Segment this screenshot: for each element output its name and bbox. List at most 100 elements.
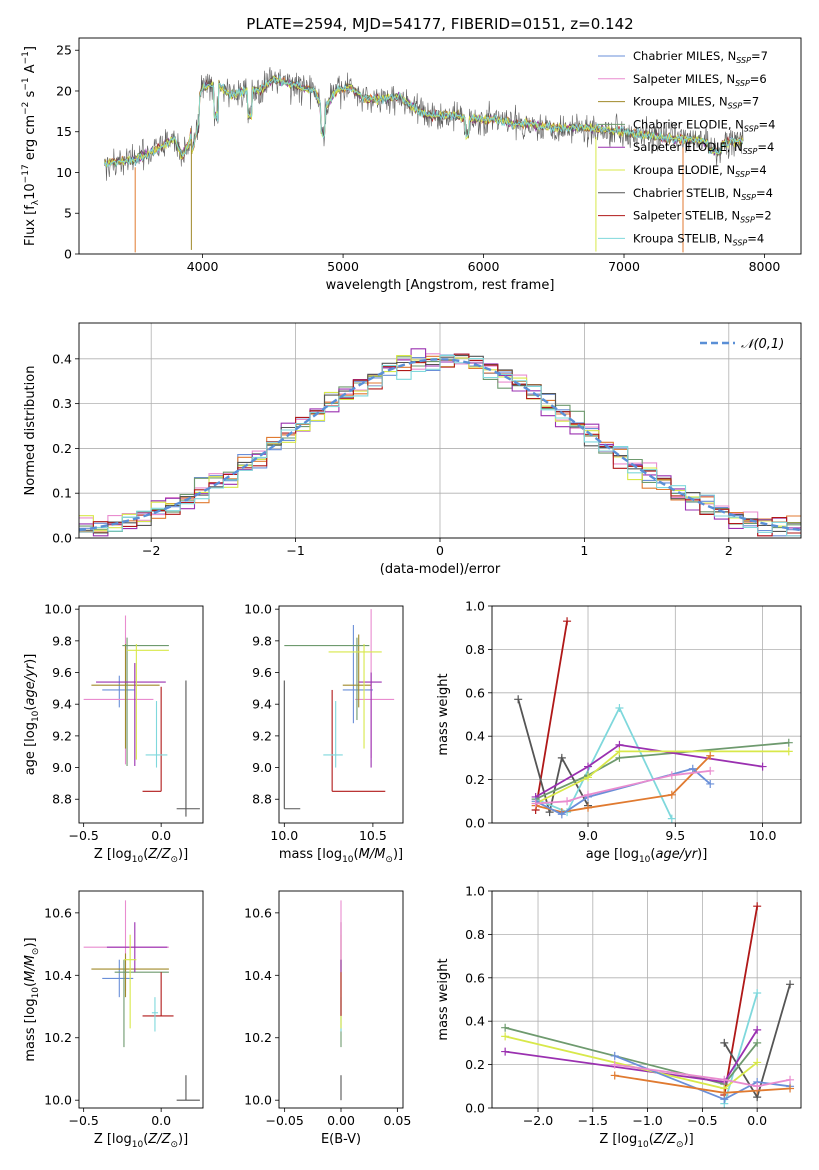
weight-marker (610, 1060, 619, 1069)
label-part: 10 (637, 1140, 649, 1150)
x-tick-label: 10.0 (270, 828, 298, 843)
x-axis-label: wavelength [Angstrom, rest frame] (326, 278, 555, 293)
y-tick-label: 0.8 (465, 927, 485, 942)
y-axis-label: Flux [fλ10−17 erg cm−2 s−1 A−1] (21, 46, 41, 246)
axes-frame (78, 890, 204, 1109)
age_vs_mass-panel: 10.0 10.5 8.8 9.0 9.2 9.4 9.6 9.8 10.0 mass [log1… (244, 602, 404, 865)
y-tick-label: 15 (56, 124, 72, 139)
y-tick-label: 9.8 (52, 633, 72, 648)
label-part: ( (354, 847, 359, 862)
x-axis-label: Z [log10(Z/Z⊙)] (599, 1132, 693, 1150)
label-part: Chabrier STELIB, N (633, 186, 741, 200)
label-part: SSP (741, 193, 756, 202)
weight-marker (667, 814, 676, 823)
y-tick-label: 9.6 (52, 665, 72, 680)
label-part: M/M (23, 955, 38, 982)
label-part: s (23, 90, 38, 101)
y-tick-label: 0.4 (52, 351, 72, 366)
label-part: ⊙ (385, 855, 393, 865)
y-tick-label: 10.4 (244, 968, 272, 983)
label-part: age [log (23, 722, 38, 775)
x-tick-label: −1.0 (632, 1113, 662, 1128)
weight-marker (753, 1025, 762, 1034)
weight-line-salpeter_stelib (723, 906, 759, 1096)
x-tick-label: −0.5 (68, 1113, 98, 1128)
y-tick-label: 9.4 (52, 697, 72, 712)
y-tick-label: 8.8 (52, 792, 72, 807)
weight-line-chabrier_miles (614, 1055, 791, 1101)
label-part: Kroupa MILES, N (633, 95, 728, 109)
y-tick-label: 0.8 (465, 642, 485, 657)
y-tick-label: 0.0 (465, 816, 485, 831)
label-part: 10 (639, 855, 651, 865)
x-tick-label: 0.00 (327, 1113, 355, 1128)
label-part: 10 (132, 855, 144, 865)
label-part: SSP (735, 170, 750, 179)
y-axis-label: Normed distribution (23, 366, 38, 496)
label-part: Salpeter ELODIE, N (633, 140, 743, 154)
y-tick-label: 9.0 (52, 760, 72, 775)
y-tick-label: 9.2 (252, 728, 272, 743)
label-part: SSP (736, 56, 751, 65)
label-part: SSP (733, 238, 748, 247)
label-part: )] (23, 937, 38, 947)
weight-marker (531, 799, 540, 808)
y-tick-label: 10.0 (44, 602, 72, 617)
x-tick-label: −1 (286, 543, 304, 558)
y-tick-label: 0.2 (465, 772, 485, 787)
weight-marker (758, 762, 767, 771)
weight-marker (753, 1058, 762, 1067)
x-tick-label: −0.5 (68, 828, 98, 843)
label-part: ⊙ (170, 1140, 178, 1150)
weight-marker (720, 1038, 729, 1047)
x-tick-label: −2.0 (523, 1113, 553, 1128)
x-tick-label: 9.5 (665, 828, 685, 843)
weight-marker (784, 747, 793, 756)
weight-marker (584, 790, 593, 799)
label-part: =4 (759, 117, 776, 131)
label-part: ⊙ (170, 855, 178, 865)
weight-marker (610, 1071, 619, 1080)
label-part: Salpeter MILES, N (633, 72, 735, 86)
x-axis-label: (data-model)/error (380, 562, 501, 577)
label-part: SSP (744, 124, 759, 133)
weight-marker (753, 988, 762, 997)
label-part: −1 (21, 77, 31, 90)
label-part: ( (23, 982, 38, 987)
x-tick-label: 7000 (608, 259, 640, 274)
y-tick-label: 9.6 (252, 665, 272, 680)
y-tick-label: 20 (56, 83, 72, 98)
weight-marker (786, 980, 795, 989)
legend-label: Salpeter STELIB, NSSP=2 (633, 209, 772, 225)
legend-label: Kroupa STELIB, NSSP=4 (633, 231, 764, 247)
axes-frame (78, 605, 204, 824)
y-axis-label: mass weight (436, 958, 451, 1040)
y-tick-label: 10.2 (244, 1030, 272, 1045)
label-part: erg cm (23, 115, 38, 164)
weight-marker (786, 1075, 795, 1084)
weight-marker (706, 751, 715, 760)
axes-frame (491, 890, 802, 1109)
y-tick-label: 0.3 (52, 396, 72, 411)
y-tick-label: 10.0 (44, 1093, 72, 1108)
weight-marker (753, 1082, 762, 1091)
x-tick-label: −0.05 (265, 1113, 303, 1128)
label-part: 10 (31, 710, 41, 722)
legend-label: Salpeter ELODIE, NSSP=4 (633, 140, 774, 156)
y-tick-label: 9.8 (252, 633, 272, 648)
weight-marker (514, 695, 523, 704)
weight-marker (753, 1038, 762, 1047)
label-part: Flux [f (23, 205, 38, 246)
weight_vs_age-panel: 9.0 9.5 10.0 0.0 0.2 0.4 0.6 0.8 1.0 age [log10(a… (436, 599, 802, 865)
weight-marker (706, 779, 715, 788)
legend-label: Salpeter MILES, NSSP=6 (633, 72, 767, 88)
y-tick-label: 25 (56, 43, 72, 58)
label-part: λ (31, 199, 41, 205)
spectrum-line-kroupa_stelib (103, 74, 743, 168)
y-tick-label: 10 (56, 165, 72, 180)
label-part: Salpeter STELIB, N (633, 209, 740, 223)
x-tick-label: 2 (725, 543, 733, 558)
weight-line-orange (535, 755, 711, 814)
x-axis-label: E(B-V) (321, 1132, 361, 1147)
weight-marker (563, 797, 572, 806)
